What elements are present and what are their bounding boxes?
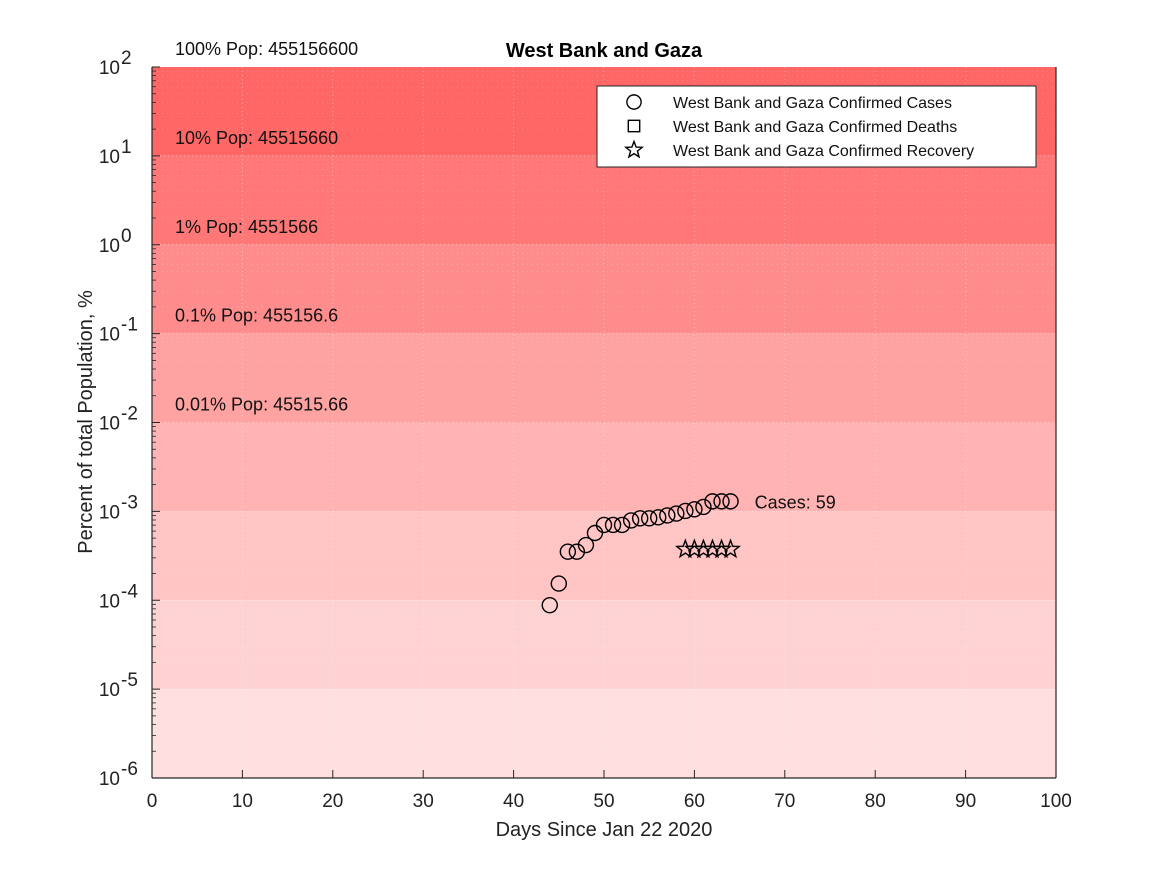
band-label: 10% Pop: 45515660 <box>175 128 338 148</box>
data-point-circle <box>541 596 558 614</box>
data-point-circle <box>686 501 703 518</box>
x-tick-label: 0 <box>147 791 158 812</box>
legend-marker-star <box>623 139 645 159</box>
band-labels: 100% Pop: 455156600 10% Pop: 45515660 1% P… <box>175 39 358 415</box>
y-tick-exponent: -1 <box>121 315 138 336</box>
y-tick-exponent: -5 <box>121 670 138 691</box>
x-axis-label: Days Since Jan 22 2020 <box>496 819 713 841</box>
data-point-circle <box>704 493 721 510</box>
population-band <box>152 600 1056 690</box>
data-point-circle <box>659 507 676 524</box>
data-point-circle <box>550 575 567 592</box>
legend: West Bank and Gaza Confirmed Cases West B… <box>596 85 1037 168</box>
y-tick-exponent: 2 <box>121 48 132 69</box>
x-tick-label: 40 <box>503 791 524 812</box>
y-tick-label: 10 <box>99 325 120 346</box>
y-tick-label: 10 <box>99 147 120 168</box>
data-point-circle <box>559 543 577 560</box>
population-band <box>152 511 1056 601</box>
y-tick-label: 10 <box>99 58 120 79</box>
chart-title: West Bank and Gaza <box>506 40 703 62</box>
x-tick-labels: 0 10 20 30 40 50 60 70 80 90 100 <box>147 791 1072 812</box>
population-band <box>152 689 1056 778</box>
y-tick-exponent: -6 <box>121 759 138 780</box>
legend-marker-circle <box>626 94 642 110</box>
y-tick-label: 10 <box>99 414 120 435</box>
data-series <box>541 493 742 614</box>
cases-annotation: Cases: 59 <box>755 492 836 512</box>
x-tick-label: 80 <box>865 791 886 812</box>
grid-lines <box>152 67 1056 778</box>
legend-label: West Bank and Gaza Confirmed Cases <box>673 95 952 112</box>
x-tick-label: 20 <box>322 791 343 812</box>
x-tick-label: 50 <box>593 791 614 812</box>
band-label: 1% Pop: 4551566 <box>175 217 318 237</box>
band-label: 100% Pop: 455156600 <box>175 39 358 59</box>
data-point-circle <box>613 516 631 534</box>
y-tick-label: 10 <box>99 236 120 257</box>
data-point-circle <box>641 510 658 527</box>
band-label: 0.01% Pop: 45515.66 <box>175 395 348 415</box>
data-point-circle <box>577 536 595 554</box>
y-tick-label: 10 <box>99 502 120 523</box>
x-tick-label: 60 <box>684 791 705 812</box>
data-point-circle <box>631 510 649 527</box>
x-tick-label: 10 <box>232 791 253 812</box>
axes <box>151 66 1057 779</box>
data-point-circle <box>695 498 712 516</box>
population-band <box>152 333 1056 423</box>
y-tick-exponent: -2 <box>121 404 138 425</box>
population-band <box>152 244 1056 334</box>
data-point-circle <box>650 509 667 526</box>
data-point-circle <box>622 512 640 529</box>
data-point-circle <box>595 516 613 534</box>
y-tick-exponent: -3 <box>121 492 138 513</box>
band-label: 0.1% Pop: 455156.6 <box>175 306 338 326</box>
legend-label: West Bank and Gaza Confirmed Deaths <box>673 119 957 136</box>
x-tick-label: 30 <box>413 791 434 812</box>
population-band <box>152 155 1056 245</box>
series-star <box>674 538 742 559</box>
y-tick-label: 10 <box>99 680 120 701</box>
x-tick-label: 70 <box>774 791 795 812</box>
y-tick-exponent: 0 <box>121 226 132 247</box>
population-band <box>152 422 1056 512</box>
y-tick-exponent: -4 <box>121 581 138 602</box>
data-point-circle <box>668 505 685 522</box>
data-point-circle <box>722 493 739 510</box>
y-axis-label: Percent of total Population, % <box>75 290 97 554</box>
x-tick-label: 100 <box>1040 791 1072 812</box>
legend-label: West Bank and Gaza Confirmed Recovery <box>673 143 974 160</box>
legend-box <box>596 85 1037 168</box>
data-point-circle <box>568 543 586 560</box>
data-point-circle <box>677 502 694 520</box>
x-tick-label: 90 <box>955 791 976 812</box>
y-tick-label: 10 <box>99 591 120 612</box>
y-tick-exponent: 1 <box>121 137 132 158</box>
legend-marker-square <box>627 119 641 133</box>
data-point-star <box>720 538 742 559</box>
population-bands <box>152 67 1056 778</box>
data-point-circle <box>604 516 622 534</box>
series-circle <box>541 493 739 614</box>
data-point-circle <box>713 493 730 510</box>
y-tick-label: 10 <box>99 769 120 790</box>
